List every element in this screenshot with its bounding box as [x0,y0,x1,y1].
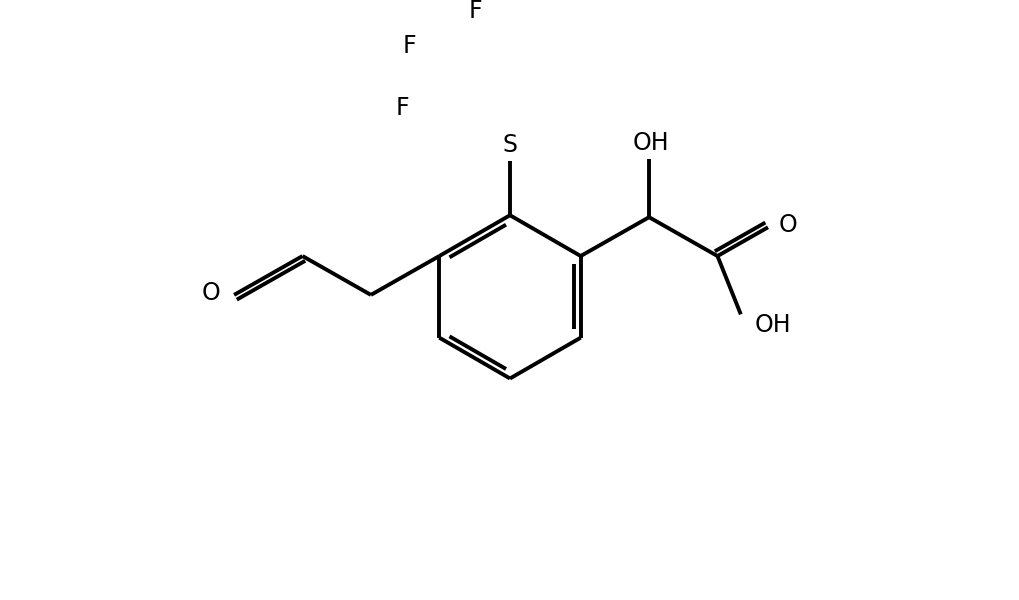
Text: F: F [394,96,409,120]
Text: F: F [468,0,481,23]
Text: OH: OH [632,131,668,155]
Text: S: S [502,133,517,157]
Text: OH: OH [754,313,791,337]
Text: O: O [779,213,797,237]
Text: O: O [201,281,220,305]
Text: F: F [403,34,416,58]
